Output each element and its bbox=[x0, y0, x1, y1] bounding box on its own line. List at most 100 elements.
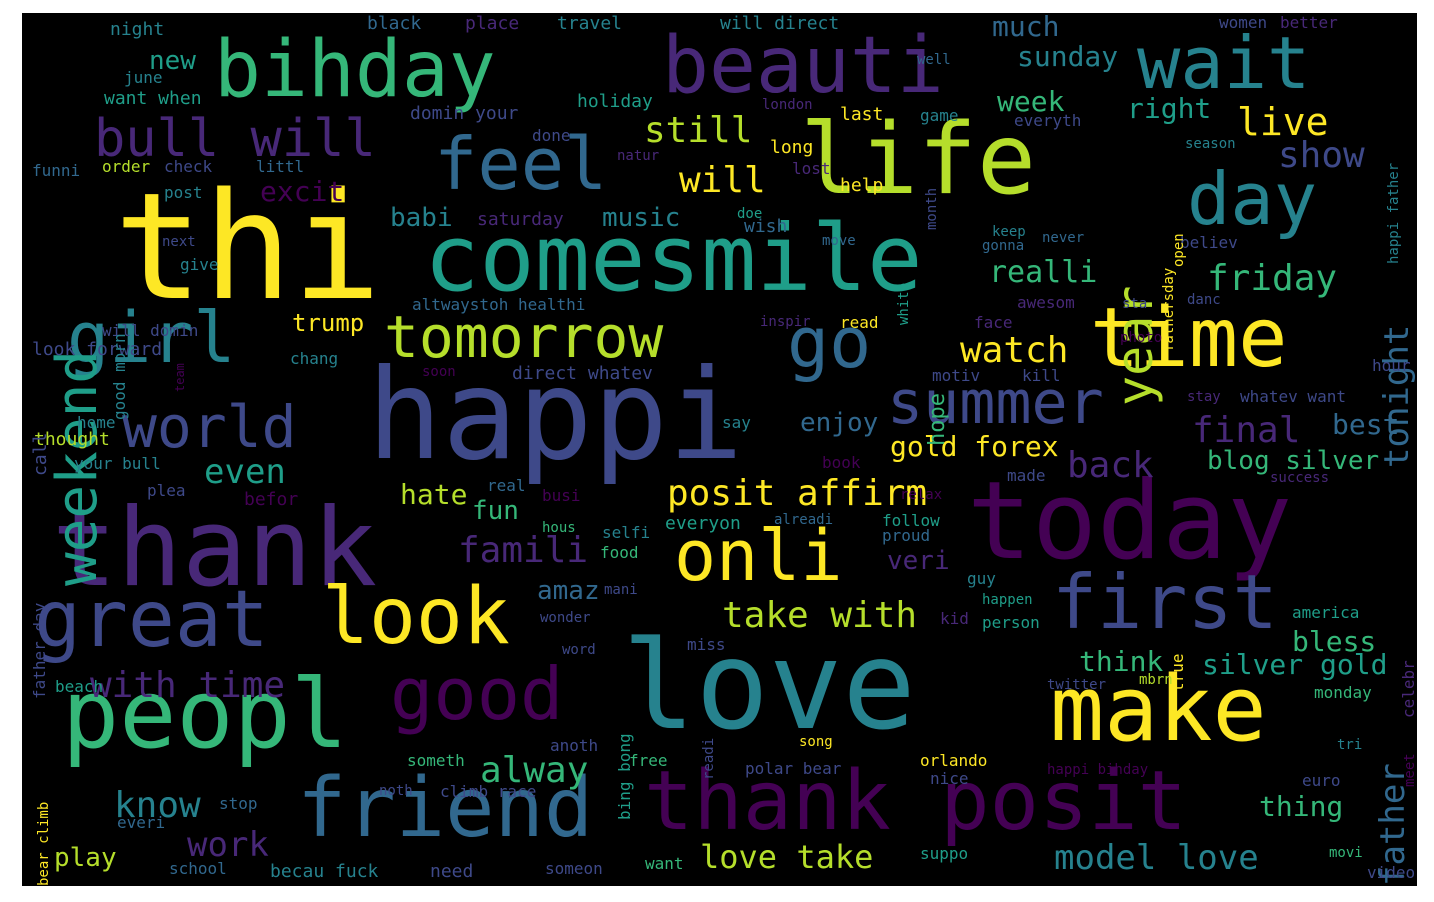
word: will bbox=[679, 160, 766, 201]
word: stay bbox=[1187, 389, 1221, 405]
word: success bbox=[1270, 470, 1330, 486]
word: motiv bbox=[932, 366, 981, 385]
word: read bbox=[840, 313, 879, 332]
word: danc bbox=[1187, 292, 1221, 308]
word: excit bbox=[260, 175, 345, 208]
word: realli bbox=[989, 255, 1098, 290]
word: school bbox=[169, 859, 227, 878]
word: will direct bbox=[720, 13, 840, 34]
word: next bbox=[162, 234, 196, 250]
word: last bbox=[840, 104, 884, 125]
word: london bbox=[762, 97, 813, 113]
word: night bbox=[110, 19, 165, 40]
word: enjoy bbox=[800, 408, 879, 438]
word: beauti bbox=[662, 21, 944, 111]
word: everyon bbox=[665, 513, 741, 534]
word: thank bbox=[52, 486, 378, 611]
word: true bbox=[1168, 653, 1187, 692]
word: happi bihday bbox=[1047, 762, 1149, 778]
word: someth bbox=[407, 751, 465, 770]
word: sunday bbox=[1017, 40, 1119, 73]
word: onli bbox=[674, 515, 843, 597]
word: father day bbox=[30, 602, 49, 699]
word: never bbox=[1042, 230, 1085, 246]
word: believ bbox=[1180, 233, 1238, 252]
word: love bbox=[622, 615, 916, 757]
word: model love bbox=[1054, 838, 1259, 878]
word: whatev want bbox=[1240, 387, 1346, 406]
word: happi father bbox=[1386, 162, 1402, 264]
word: better bbox=[1280, 13, 1338, 32]
word: real bbox=[487, 476, 526, 495]
word: made bbox=[1007, 466, 1046, 485]
word: veri bbox=[887, 546, 950, 576]
word: bull will bbox=[94, 109, 376, 169]
word: hous bbox=[542, 520, 576, 536]
word: today bbox=[967, 459, 1293, 584]
word: busi bbox=[542, 486, 581, 505]
word: even bbox=[204, 452, 286, 492]
word: work bbox=[187, 825, 269, 865]
word: take with bbox=[722, 595, 918, 636]
word: food bbox=[600, 543, 639, 562]
word: bing bong bbox=[615, 733, 634, 820]
word: orlando bbox=[920, 751, 988, 770]
word: time bbox=[1090, 291, 1288, 386]
word: polar bear bbox=[745, 759, 842, 778]
word: nice bbox=[930, 769, 969, 788]
word: life bbox=[800, 103, 1037, 217]
word: saturday bbox=[477, 209, 564, 230]
word: home bbox=[77, 413, 116, 432]
word: check bbox=[164, 157, 213, 176]
word: hour bbox=[1372, 356, 1411, 375]
word: guy bbox=[967, 569, 996, 588]
word: funni bbox=[32, 161, 81, 180]
word: thank posit bbox=[644, 754, 1188, 849]
word: selfi bbox=[602, 523, 651, 542]
word: june bbox=[124, 68, 163, 87]
word: thought bbox=[34, 429, 110, 450]
word: book bbox=[822, 453, 861, 472]
word: show bbox=[1278, 135, 1365, 176]
word: littl bbox=[256, 157, 305, 176]
word: friend bbox=[297, 761, 594, 856]
word: noth bbox=[379, 783, 413, 799]
word: gold forex bbox=[890, 430, 1059, 463]
word: alreadi bbox=[774, 512, 834, 528]
word: blog silver bbox=[1207, 446, 1380, 476]
word: miss bbox=[687, 635, 726, 654]
word: white bbox=[896, 282, 912, 325]
word: need bbox=[430, 861, 474, 882]
word: hope bbox=[925, 393, 950, 446]
word: game bbox=[920, 106, 959, 125]
word: follow bbox=[882, 511, 940, 530]
word: soon bbox=[422, 364, 456, 380]
word: everyth bbox=[1014, 111, 1082, 130]
word: girl bbox=[67, 297, 236, 379]
word: much bbox=[992, 13, 1060, 43]
word: euro bbox=[1302, 771, 1341, 790]
word: want bbox=[645, 854, 684, 873]
word: open bbox=[1171, 233, 1187, 267]
word: move bbox=[822, 233, 856, 249]
word: keep bbox=[992, 224, 1026, 240]
word: summer bbox=[887, 368, 1104, 438]
word: lost bbox=[792, 159, 831, 178]
word: posit affirm bbox=[667, 473, 928, 514]
word: make bbox=[1050, 657, 1267, 762]
word: alway bbox=[480, 750, 589, 791]
word: song bbox=[799, 734, 833, 750]
word: beach bbox=[55, 677, 104, 696]
word: done bbox=[532, 126, 571, 145]
word: wonder bbox=[540, 610, 591, 626]
word: live bbox=[1237, 100, 1329, 144]
word: monday bbox=[1314, 683, 1372, 702]
word: look bbox=[322, 572, 510, 662]
word: gonna bbox=[982, 238, 1025, 254]
word: week bbox=[997, 85, 1065, 118]
word: want when bbox=[104, 88, 202, 109]
word: climb race bbox=[440, 782, 537, 801]
word: long bbox=[770, 137, 814, 158]
word: day bbox=[1187, 157, 1318, 241]
word: music bbox=[602, 203, 681, 233]
